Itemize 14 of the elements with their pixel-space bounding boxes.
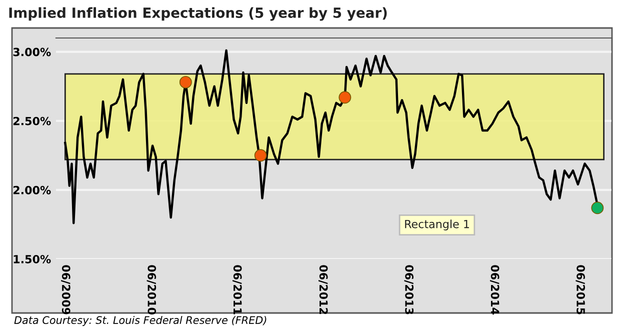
x-tick-label: 06/2015 xyxy=(576,265,585,314)
chart-title: Implied Inflation Expectations (5 year by 5 year) xyxy=(9,7,387,21)
y-tick-label: 1.50% xyxy=(14,254,51,264)
x-tick-label: 06/2011 xyxy=(232,265,242,314)
y-tick-label: 2.50% xyxy=(13,116,51,126)
y-tick-label: 3.00% xyxy=(13,48,51,56)
x-tick-label: 06/2014 xyxy=(490,265,500,314)
text: Data Courtesy: St. Louis Federal Reserve (FRED) xyxy=(14,316,266,326)
x-tick-label: 06/2012 xyxy=(318,265,328,314)
x-tick-label: 06/2009 xyxy=(61,265,70,314)
annotation: Rectangle 1 xyxy=(405,220,469,230)
x-tick-label: 06/2010 xyxy=(146,265,156,314)
x-tick-label: 06/2013 xyxy=(404,265,414,314)
y-tick-label: 2.00% xyxy=(13,186,51,194)
